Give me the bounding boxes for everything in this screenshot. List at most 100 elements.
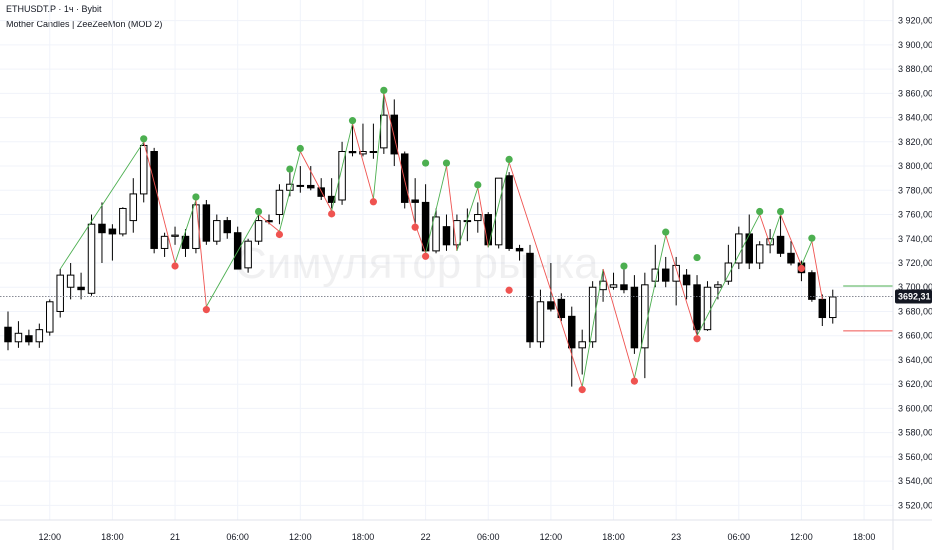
candle-bear bbox=[693, 284, 701, 331]
time-tick-label: 18:00 bbox=[101, 532, 124, 542]
zigzag-up-segment bbox=[696, 214, 761, 336]
price-tick-label: 3 620,00 bbox=[898, 379, 932, 389]
candle-bull bbox=[609, 284, 618, 288]
candle-bear bbox=[547, 301, 555, 310]
candle-bear bbox=[390, 114, 399, 155]
candle-bear bbox=[202, 204, 211, 242]
candle-bear bbox=[505, 175, 513, 249]
zigzag-down-segment bbox=[143, 141, 176, 264]
time-tick-label: 18:00 bbox=[602, 532, 625, 542]
candle-bull bbox=[380, 114, 388, 149]
candle-bear bbox=[25, 335, 33, 343]
zigzag-up-segment bbox=[279, 151, 301, 232]
candle-bear bbox=[77, 286, 85, 291]
pivot-markers bbox=[140, 86, 816, 394]
candle-bull bbox=[171, 234, 179, 237]
candle-bull bbox=[578, 341, 586, 349]
candle-bear bbox=[150, 151, 158, 249]
pivot-high-marker bbox=[776, 207, 785, 216]
pivot-high-marker bbox=[348, 117, 357, 125]
candle-bull bbox=[453, 220, 461, 246]
candles bbox=[4, 93, 837, 387]
zigzag-down-segment bbox=[352, 123, 374, 199]
pivot-low-marker bbox=[422, 252, 430, 260]
candle-bull bbox=[14, 332, 23, 343]
candle-bull bbox=[755, 244, 764, 264]
price-tick-label: 3 680,00 bbox=[898, 306, 932, 316]
candle-bull bbox=[703, 286, 712, 331]
pivot-low-marker bbox=[630, 377, 639, 385]
price-tick-label: 3 720,00 bbox=[898, 258, 932, 268]
price-tick-label: 3 880,00 bbox=[898, 64, 932, 74]
zigzag-up-segment bbox=[331, 123, 353, 211]
candle-bull bbox=[494, 177, 503, 246]
candle-bull bbox=[244, 240, 252, 269]
price-tick-label: 3 800,00 bbox=[898, 161, 932, 171]
last-price-badge bbox=[895, 289, 932, 304]
zigzag-down-segment bbox=[665, 234, 698, 336]
candle-bull bbox=[296, 184, 305, 187]
candle-bull bbox=[192, 204, 200, 249]
time-tick-label: 06:00 bbox=[226, 532, 249, 542]
candle-bear bbox=[808, 272, 816, 300]
price-tick-label: 3 820,00 bbox=[898, 137, 932, 147]
pivot-high-marker bbox=[254, 207, 263, 216]
candle-bear bbox=[818, 298, 827, 319]
candle-bear bbox=[515, 247, 524, 252]
candle-bull bbox=[129, 193, 138, 222]
price-tick-label: 3 700,00 bbox=[898, 282, 932, 292]
zigzag-up-segment bbox=[174, 199, 197, 264]
pivot-high-marker bbox=[808, 234, 816, 242]
candle-bear bbox=[568, 315, 576, 349]
candle-bull bbox=[119, 207, 127, 235]
time-tick-label: 06:00 bbox=[728, 532, 751, 542]
time-tick-label: 18:00 bbox=[352, 532, 375, 542]
time-axis[interactable]: 12:00 18:00 21 06:00 12:00 18:00 22 06:00 12:00 1… bbox=[0, 519, 932, 542]
candle-bull bbox=[46, 301, 54, 333]
zigzag-down-segment bbox=[780, 214, 802, 266]
pivot-low-marker bbox=[171, 262, 179, 270]
time-tick-label: 06:00 bbox=[477, 532, 500, 542]
candle-bull bbox=[474, 214, 482, 222]
candle-bull bbox=[432, 216, 440, 252]
time-tick-label: 22 bbox=[421, 532, 431, 542]
candle-bear bbox=[442, 226, 451, 246]
candle-bear bbox=[98, 223, 106, 234]
zigzag-down-segment bbox=[195, 199, 207, 307]
price-tick-label: 3 520,00 bbox=[898, 500, 932, 510]
pivot-low-marker bbox=[328, 210, 336, 218]
zigzag-down-segment bbox=[508, 162, 583, 387]
candle-bear bbox=[776, 235, 785, 254]
zigzag-up-segment bbox=[801, 241, 813, 266]
last-price-label: 3692,31 bbox=[898, 292, 931, 302]
time-tick-label: 18:00 bbox=[853, 532, 876, 542]
pivot-low-marker bbox=[275, 230, 284, 239]
time-tick-label: 12:00 bbox=[790, 532, 813, 542]
zigzag-up-segment bbox=[769, 214, 781, 245]
candle-bear bbox=[557, 298, 566, 319]
price-axis[interactable]: 3 520,00 3 540,00 3 560,00 3 580,00 3 600,00… bbox=[892, 0, 932, 550]
candle-bull bbox=[35, 329, 44, 343]
pivot-high-marker bbox=[693, 253, 701, 262]
indicator-title[interactable]: Mother Candles | ZeeZeeMon (MOD 2) bbox=[6, 19, 163, 29]
candle-bear bbox=[484, 214, 492, 246]
zigzag-up-segment bbox=[205, 214, 259, 307]
pivot-high-marker bbox=[474, 181, 482, 189]
pivot-high-marker bbox=[140, 135, 148, 143]
candle-bull bbox=[672, 264, 680, 282]
zigzag-up-segment bbox=[59, 141, 145, 270]
candle-bull bbox=[87, 223, 96, 294]
candle-bear bbox=[526, 252, 534, 343]
pivot-low-marker bbox=[693, 335, 701, 343]
zigzag-up-segment bbox=[487, 162, 510, 248]
price-tick-label: 3 920,00 bbox=[898, 16, 932, 26]
pivot-low-marker bbox=[411, 223, 419, 231]
zigzag-down-segment bbox=[759, 214, 771, 245]
candle-bear bbox=[787, 252, 795, 264]
pivot-high-marker bbox=[620, 262, 628, 270]
price-tick-label: 3 660,00 bbox=[898, 331, 932, 341]
watermark: Симулятор рынка bbox=[235, 239, 599, 288]
candle-bear bbox=[400, 153, 409, 203]
time-tick-label: 12:00 bbox=[289, 532, 312, 542]
